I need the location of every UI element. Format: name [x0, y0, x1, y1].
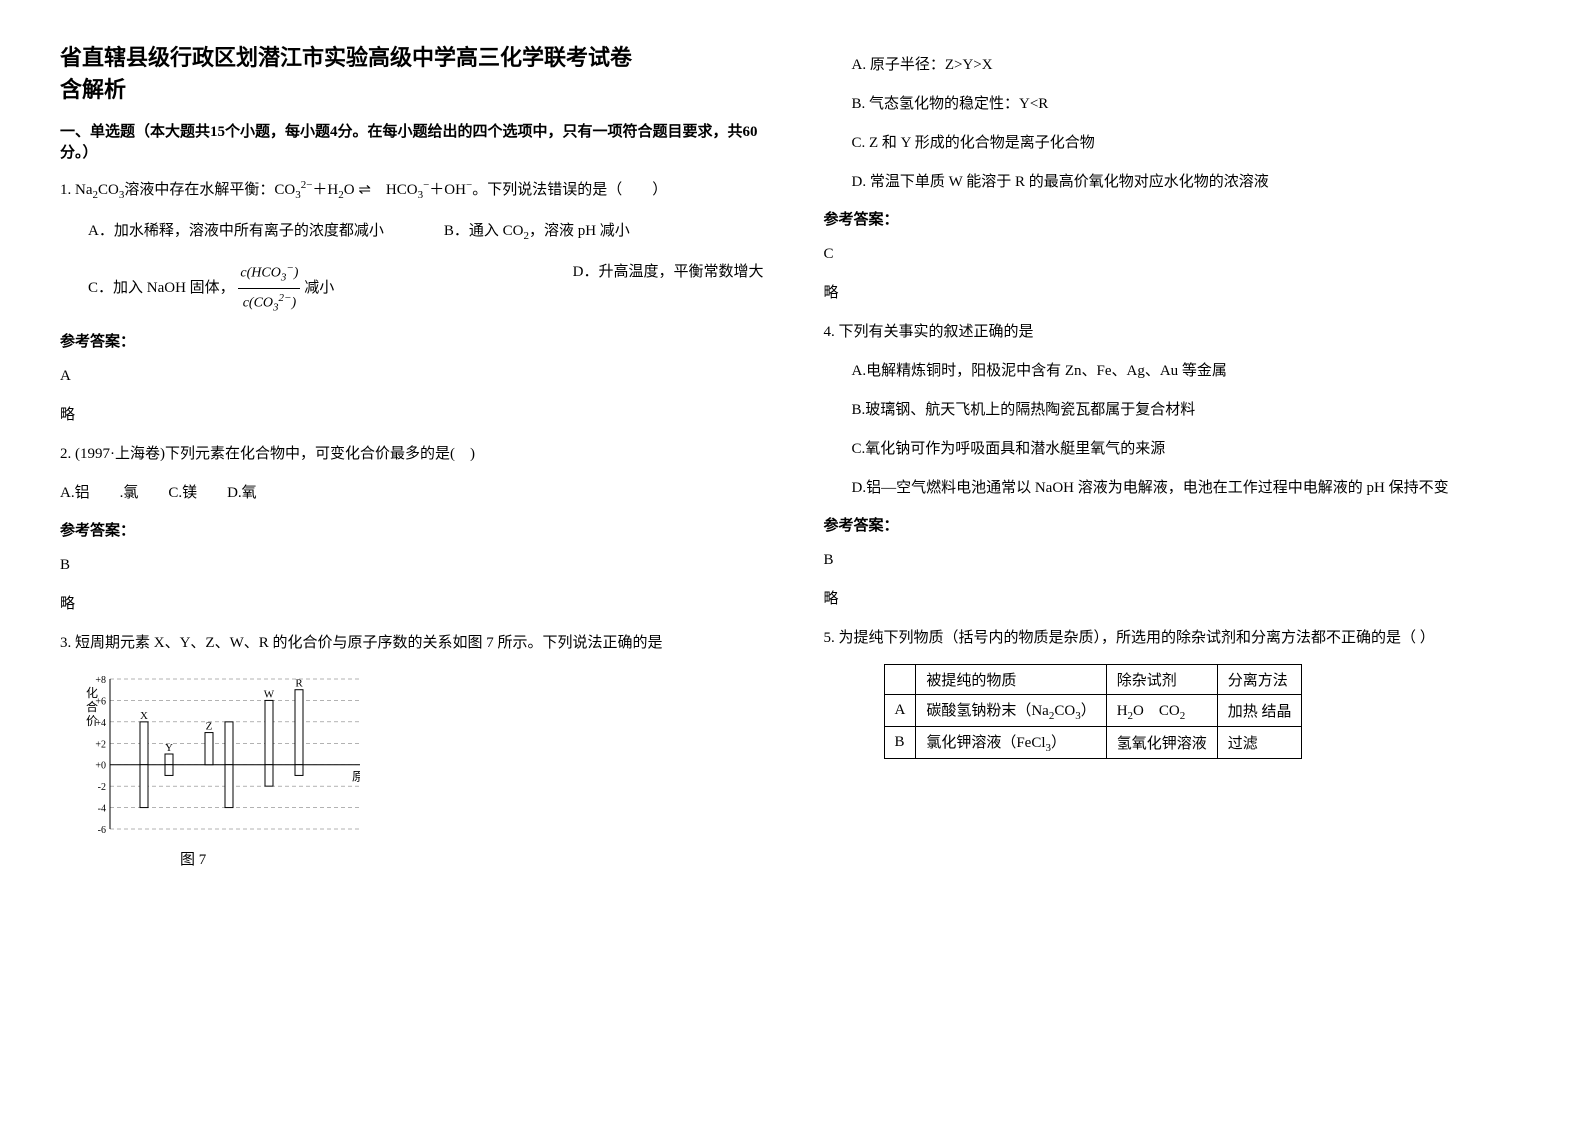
- svg-text:R: R: [295, 678, 303, 690]
- fd-c: 2−: [279, 292, 292, 304]
- svg-text:+0: +0: [95, 761, 106, 772]
- q1-fraction: c(HCO3−) c(CO32−): [238, 259, 300, 319]
- q1-C-b: 减小: [304, 280, 334, 296]
- svg-text:Z: Z: [206, 721, 213, 733]
- q1-t1: 1. Na: [60, 182, 93, 198]
- q1-brief: 略: [60, 402, 764, 429]
- q4-stem: 4. 下列有关事实的叙述正确的是: [824, 319, 1528, 346]
- title-line2: 含解析: [60, 77, 126, 102]
- left-column: 省直辖县级行政区划潜江市实验高级中学高三化学联考试卷 含解析 一、单选题（本大题…: [60, 40, 764, 869]
- q1-C-a: C．加入 NaOH 固体，: [88, 280, 235, 296]
- q5-table: 被提纯的物质 除杂试剂 分离方法 A 碳酸氢钠粉末（Na2CO3） H2O CO…: [884, 664, 1303, 759]
- q3-stem: 3. 短周期元素 X、Y、Z、W、R 的化合价与原子序数的关系如图 7 所示。下…: [60, 630, 764, 657]
- q4-brief: 略: [824, 586, 1528, 613]
- svg-text:-4: -4: [98, 804, 106, 815]
- q1-B-c: ，溶液 pH 减小: [529, 223, 630, 239]
- svg-text:-6: -6: [98, 825, 106, 836]
- q1-answer-label: 参考答案：: [60, 330, 764, 351]
- q1-frac-num: c(HCO3−): [238, 259, 300, 289]
- q1-t4: ＋H: [312, 182, 338, 198]
- q4-answer-label: 参考答案：: [824, 514, 1528, 535]
- q2-answer: B: [60, 552, 764, 579]
- section-1-heading: 一、单选题（本大题共15个小题，每小题4分。在每小题给出的四个选项中，只有一项符…: [60, 120, 764, 162]
- fd-d: ): [291, 296, 296, 311]
- q1-optB: B．通入 CO2，溶液 pH 减小: [444, 218, 630, 247]
- q1-t5: O ⇌ HCO: [344, 182, 418, 198]
- q4-optA: A.电解精炼铜时，阳极泥中含有 Zn、Fe、Ag、Au 等金属: [824, 358, 1528, 385]
- q5-A-2: H2O CO2: [1106, 695, 1217, 727]
- fd-a: c(CO: [243, 296, 273, 311]
- q5-h3: 分离方法: [1217, 665, 1302, 695]
- q3-answer: C: [824, 241, 1528, 268]
- q1-sup1: 2−: [301, 179, 313, 191]
- q5-row-B: B 氯化钾溶液（FeCl3） 氢氧化钾溶液 过滤: [884, 727, 1302, 759]
- q5-B-1: 氯化钾溶液（FeCl3）: [916, 727, 1106, 759]
- q1-stem: 1. Na2CO3溶液中存在水解平衡：CO32−＋H2O ⇌ HCO3−＋OH−…: [60, 176, 764, 206]
- q4-answer: B: [824, 547, 1528, 574]
- svg-text:价: 价: [86, 714, 98, 728]
- q3-answer-label: 参考答案：: [824, 208, 1528, 229]
- svg-text:+2: +2: [95, 739, 106, 750]
- q2-stem: 2. (1997·上海卷)下列元素在化合物中，可变化合价最多的是( ): [60, 441, 764, 468]
- q1-B-a: B．通入 CO: [444, 223, 524, 239]
- q2-answer-label: 参考答案：: [60, 519, 764, 540]
- q5-A-0: A: [884, 695, 916, 727]
- q4-optB: B.玻璃钢、航天飞机上的隔热陶瓷瓦都属于复合材料: [824, 397, 1528, 424]
- chart-caption: 图 7: [180, 848, 764, 869]
- q5-stem: 5. 为提纯下列物质（括号内的物质是杂质），所选用的除杂试剂和分离方法都不正确的…: [824, 625, 1528, 652]
- q1-t7: 。下列说法错误的是（ ）: [472, 182, 667, 198]
- q5-row-A: A 碳酸氢钠粉末（Na2CO3） H2O CO2 加热 结晶: [884, 695, 1302, 727]
- q1-t3: 溶液中存在水解平衡：CO: [124, 182, 295, 198]
- q1-options-row2: C．加入 NaOH 固体， c(HCO3−) c(CO32−) 减小 D．升高温…: [60, 259, 764, 319]
- fn-a: c(HCO: [240, 265, 280, 280]
- q5-header-row: 被提纯的物质 除杂试剂 分离方法: [884, 665, 1302, 695]
- svg-text:化: 化: [86, 686, 98, 700]
- q3-optA: A. 原子半径：Z>Y>X: [824, 52, 1528, 79]
- q5-h0: [884, 665, 916, 695]
- q5-h2: 除杂试剂: [1106, 665, 1217, 695]
- q5-B-3: 过滤: [1217, 727, 1302, 759]
- q4-optD: D.铝—空气燃料电池通常以 NaOH 溶液为电解液，电池在工作过程中电解液的 p…: [824, 475, 1528, 502]
- fn-d: ): [294, 265, 299, 280]
- two-column-layout: 省直辖县级行政区划潜江市实验高级中学高三化学联考试卷 含解析 一、单选题（本大题…: [60, 40, 1527, 869]
- svg-text:W: W: [264, 689, 275, 701]
- svg-text:X: X: [140, 710, 148, 722]
- q1-optA: A．加水稀释，溶液中所有离子的浓度都减小: [88, 218, 384, 247]
- svg-text:+8: +8: [95, 675, 106, 686]
- q3-chart: -6-4-2+0+2+4+6+8化合价原子序数XYZWR: [80, 669, 764, 844]
- q1-optC: C．加入 NaOH 固体， c(HCO3−) c(CO32−) 减小: [88, 259, 334, 319]
- q2-options: A.铝 .氯 C.镁 D.氧: [60, 480, 764, 507]
- fn-c: −: [286, 262, 293, 274]
- svg-text:-2: -2: [98, 782, 106, 793]
- q5-h1: 被提纯的物质: [916, 665, 1106, 695]
- q1-optD: D．升高温度，平衡常数增大: [573, 259, 764, 319]
- q3-optC: C. Z 和 Y 形成的化合物是离子化合物: [824, 130, 1528, 157]
- exam-title: 省直辖县级行政区划潜江市实验高级中学高三化学联考试卷 含解析: [60, 40, 764, 104]
- q5-A-1: 碳酸氢钠粉末（Na2CO3）: [916, 695, 1106, 727]
- q5-A-3: 加热 结晶: [1217, 695, 1302, 727]
- q2-brief: 略: [60, 591, 764, 618]
- svg-text:原子序数: 原子序数: [352, 769, 360, 784]
- q5-B-0: B: [884, 727, 916, 759]
- q1-t2: CO: [98, 182, 119, 198]
- q4-optC: C.氧化钠可作为呼吸面具和潜水艇里氧气的来源: [824, 436, 1528, 463]
- svg-text:合: 合: [86, 699, 98, 714]
- right-column: A. 原子半径：Z>Y>X B. 气态氢化物的稳定性：Y<R C. Z 和 Y …: [824, 40, 1528, 869]
- q5-B-2: 氢氧化钾溶液: [1106, 727, 1217, 759]
- q1-t6: ＋OH: [429, 182, 466, 198]
- q1-frac-den: c(CO32−): [238, 289, 300, 318]
- q1-answer: A: [60, 363, 764, 390]
- title-line1: 省直辖县级行政区划潜江市实验高级中学高三化学联考试卷: [60, 45, 632, 70]
- q3-optD: D. 常温下单质 W 能溶于 R 的最高价氧化物对应水化物的浓溶液: [824, 169, 1528, 196]
- chart-svg: -6-4-2+0+2+4+6+8化合价原子序数XYZWR: [80, 669, 360, 839]
- q3-brief: 略: [824, 280, 1528, 307]
- q1-options-row1: A．加水稀释，溶液中所有离子的浓度都减小 B．通入 CO2，溶液 pH 减小: [60, 218, 764, 247]
- svg-text:Y: Y: [165, 742, 173, 754]
- q3-optB: B. 气态氢化物的稳定性：Y<R: [824, 91, 1528, 118]
